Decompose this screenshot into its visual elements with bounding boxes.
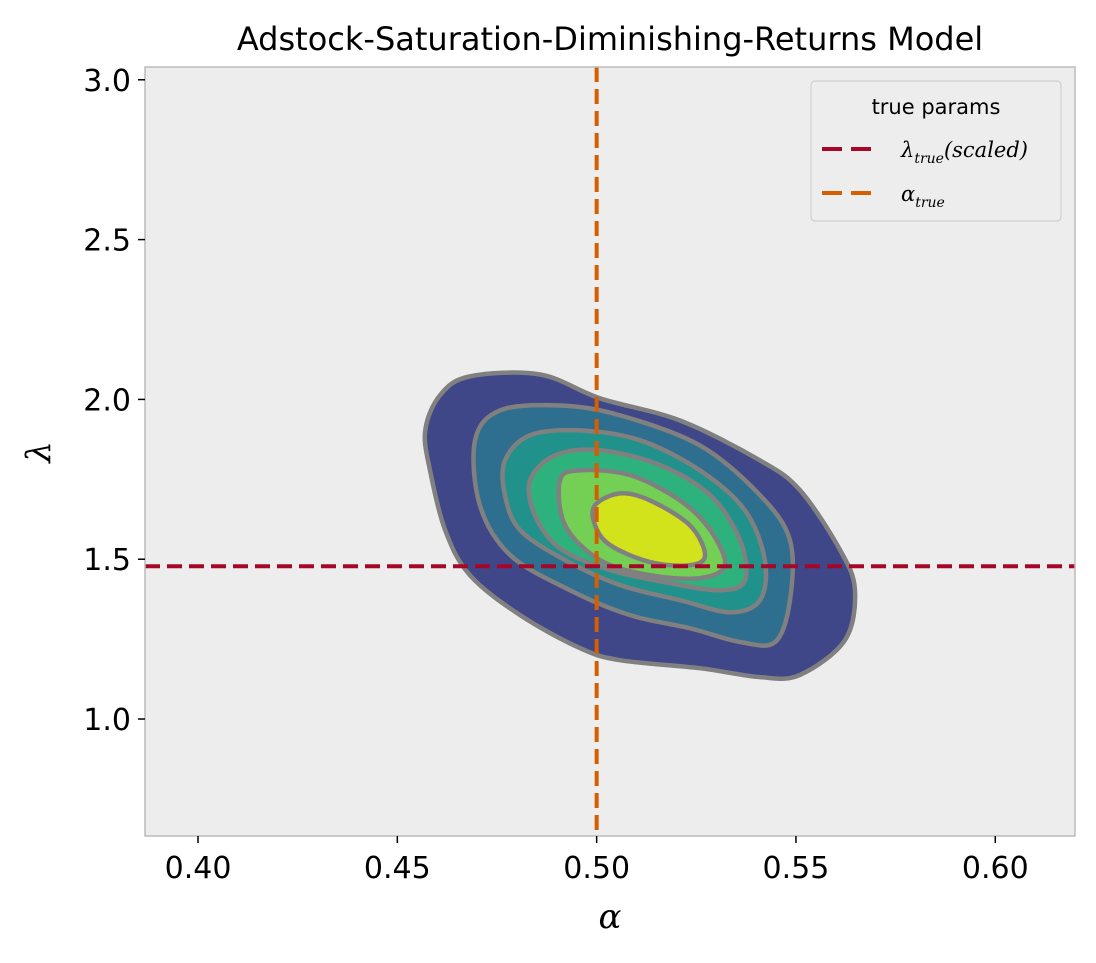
x-tick-label: 0.55 bbox=[763, 851, 830, 886]
legend-box bbox=[810, 80, 1062, 222]
legend-label-alpha: αtrue bbox=[901, 182, 945, 211]
y-tick-label: 1.0 bbox=[83, 703, 131, 738]
x-tick-label: 0.40 bbox=[165, 851, 232, 886]
x-tick-label: 0.45 bbox=[364, 851, 431, 886]
axis-ticks: 0.40 0.45 0.50 0.55 0.60 1.0 1.5 2.0 2.5 3.0 bbox=[83, 64, 1028, 886]
y-tick-label: 2.5 bbox=[83, 224, 131, 259]
contour-level-6 bbox=[590, 490, 708, 569]
legend-label-lambda: λtrue(scaled) bbox=[900, 138, 1028, 167]
plot-frame bbox=[144, 66, 1076, 837]
contour-group bbox=[422, 370, 858, 682]
x-tick-label: 0.60 bbox=[962, 851, 1029, 886]
y-tick-label: 1.5 bbox=[83, 543, 131, 578]
y-tick-label: 2.0 bbox=[83, 383, 131, 418]
legend-title: true params bbox=[872, 95, 1001, 119]
x-axis-label: α bbox=[599, 897, 622, 937]
y-tick-label: 3.0 bbox=[83, 64, 131, 99]
y-axis-label: λ bbox=[19, 441, 59, 465]
legend: true params λtrue(scaled) αtrue bbox=[810, 80, 1062, 222]
x-tick-label: 0.50 bbox=[563, 851, 630, 886]
chart-title: Adstock-Saturation-Diminishing-Returns M… bbox=[237, 20, 983, 58]
